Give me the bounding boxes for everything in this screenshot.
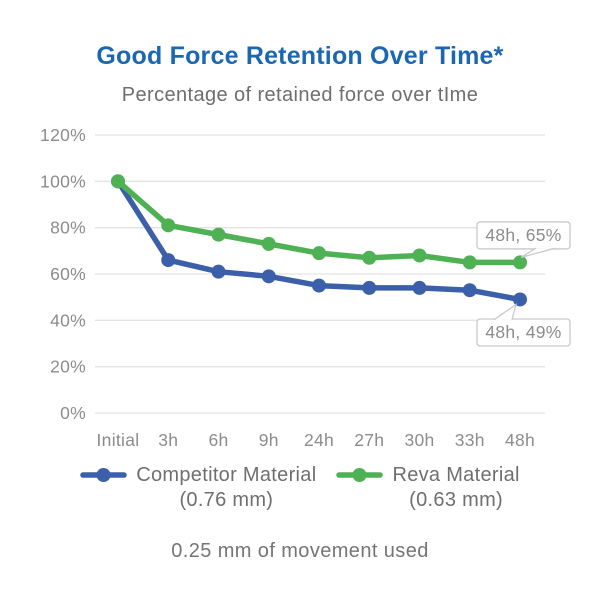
data-point-competitor (161, 253, 176, 268)
data-point-competitor (261, 269, 276, 284)
x-tick-label: 3h (158, 430, 178, 450)
y-tick-label: 100% (40, 171, 86, 191)
y-tick-label: 20% (50, 357, 86, 377)
legend-entry-reva: Reva Material (0.63 mm) (336, 463, 519, 513)
y-tick-label: 80% (50, 218, 86, 238)
x-tick-label: 48h (505, 430, 535, 450)
legend-label-competitor: Competitor Material (0.76 mm) (136, 463, 316, 513)
chart-title: Good Force Retention Over Time* (96, 42, 504, 70)
callout-pointer (493, 302, 518, 321)
data-point-reva (362, 250, 377, 265)
callout-pointer (520, 247, 556, 259)
data-point-reva (513, 255, 527, 270)
y-tick-label: 0% (60, 403, 86, 423)
x-tick-label: 33h (455, 430, 485, 450)
callout: 48h, 49% (476, 302, 571, 347)
data-point-reva (161, 218, 176, 233)
data-point-reva (211, 227, 226, 242)
data-point-reva (111, 174, 125, 189)
footnote: 0.25 mm of movement used (171, 540, 429, 562)
reva-line-marker-icon (336, 468, 384, 482)
data-point-competitor (412, 280, 427, 295)
line-chart: 120% 100% 80% 60% 40% 20% 0% Initial 3h 6h 9h 24h 27… (40, 125, 571, 450)
y-tick-label: 120% (40, 125, 86, 145)
data-point-competitor (513, 292, 527, 307)
competitor-line-marker-icon (80, 468, 127, 482)
data-point-competitor (312, 278, 326, 293)
legend-label-reva: Reva Material (0.63 mm) (392, 463, 519, 513)
x-tick-label: 6h (208, 430, 228, 450)
callout-text: 48h, 65% (485, 225, 561, 245)
legend-entry-competitor: Competitor Material (0.76 mm) (80, 463, 316, 513)
x-tick-label: Initial (97, 430, 140, 450)
chart-subtitle: Percentage of retained force over tIme (121, 84, 479, 106)
x-tick-label: 9h (259, 430, 279, 450)
x-tick-label: 24h (304, 430, 334, 450)
x-tick-label: 27h (354, 430, 384, 450)
data-point-reva (312, 246, 326, 261)
data-point-competitor (362, 280, 377, 295)
y-tick-label: 40% (50, 310, 86, 330)
legend: Competitor Material (0.76 mm) Reva Mater… (0, 463, 600, 513)
data-point-reva (261, 236, 276, 251)
data-point-reva (462, 255, 477, 270)
callout: 48h, 65% (476, 221, 571, 259)
x-tick-label: 30h (404, 430, 434, 450)
data-point-competitor (462, 283, 477, 298)
data-point-competitor (211, 264, 226, 279)
y-tick-label: 60% (50, 264, 86, 284)
legend-series-detail: (0.76 mm) (179, 489, 274, 511)
legend-series-detail: (0.63 mm) (409, 489, 503, 511)
legend-series-name: Reva Material (392, 464, 520, 486)
callout-text: 48h, 49% (485, 322, 561, 342)
legend-series-name: Competitor Material (136, 464, 317, 486)
data-point-reva (412, 248, 427, 263)
